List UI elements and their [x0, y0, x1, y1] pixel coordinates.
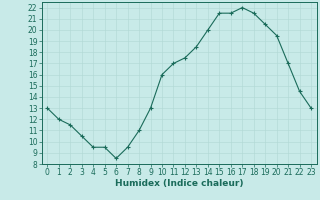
X-axis label: Humidex (Indice chaleur): Humidex (Indice chaleur) — [115, 179, 244, 188]
